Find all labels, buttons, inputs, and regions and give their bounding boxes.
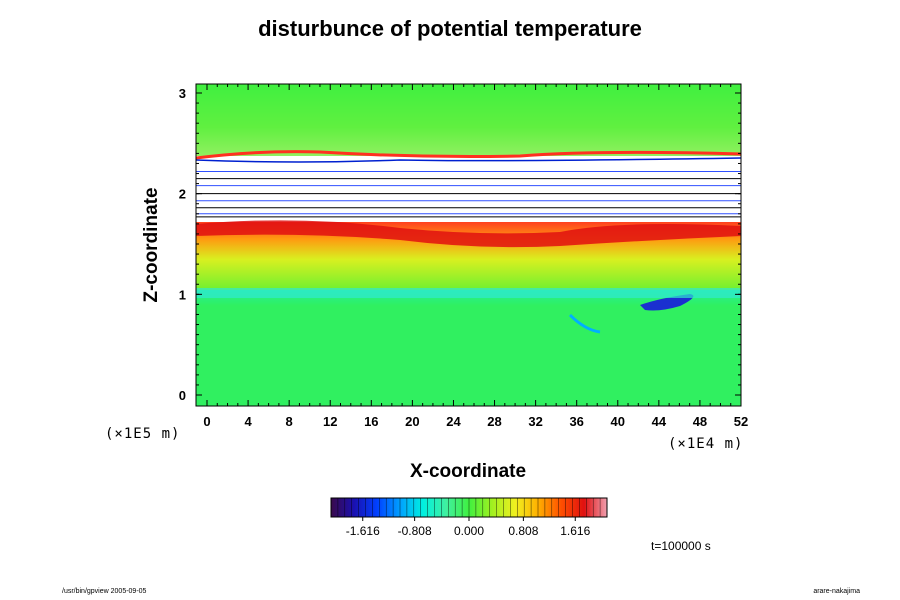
x-tick-label: 52 <box>734 414 748 429</box>
colorbar-tick-label: 0.000 <box>454 524 484 538</box>
colorbar-tick-label: -0.808 <box>398 524 432 538</box>
x-tick-label: 0 <box>203 414 210 429</box>
x-tick-label: 28 <box>487 414 501 429</box>
heatmap-top-layer <box>196 84 741 156</box>
band-edge-blue <box>196 157 741 163</box>
x-axis-label: X-coordinate <box>410 461 526 482</box>
y-tick-label: 0 <box>179 388 186 403</box>
y-tick-label: 1 <box>179 287 186 302</box>
y-tick-label: 2 <box>179 187 186 202</box>
x-tick-label: 20 <box>405 414 419 429</box>
x-tick-label: 36 <box>569 414 583 429</box>
x-axis-unit: (×1E4 m) <box>668 436 744 452</box>
x-axis-ticks: 0 4 8 12 16 20 24 28 32 36 40 44 48 52 <box>203 84 748 429</box>
time-label: t=100000 s <box>651 539 711 553</box>
heatmap-saturated-band <box>196 156 741 222</box>
y-axis-label: Z-coordinate <box>141 187 162 302</box>
x-tick-label: 48 <box>693 414 707 429</box>
footer-command: /usr/bin/gpview 2005-09-05 <box>62 588 147 595</box>
x-tick-label: 24 <box>446 414 461 429</box>
y-axis-ticks: 0 1 2 3 <box>179 86 741 403</box>
band-edge-red <box>196 150 741 160</box>
x-tick-label: 16 <box>364 414 378 429</box>
heatmap-band-lines <box>196 150 741 218</box>
heatmap-cool-streak <box>568 313 601 334</box>
x-tick-label: 8 <box>286 414 293 429</box>
y-axis-unit: (×1E5 m) <box>105 426 181 442</box>
colorbar-tick-label: -1.616 <box>346 524 380 538</box>
x-tick-label: 32 <box>528 414 542 429</box>
colorbar-ticks: -1.616 -0.808 0.000 0.808 1.616 <box>330 498 608 538</box>
x-tick-label: 4 <box>244 414 252 429</box>
colorbar-tick-label: 0.808 <box>508 524 538 538</box>
footer-user: arare-nakajima <box>813 588 860 595</box>
heatmap-cold-streak <box>640 294 694 311</box>
heatmap-cyan-band <box>196 288 741 298</box>
x-tick-label: 40 <box>611 414 625 429</box>
x-tick-label: 12 <box>323 414 337 429</box>
y-tick-label: 3 <box>179 86 186 101</box>
chart-title: disturbunce of potential temperature <box>258 16 642 41</box>
heatmap-field <box>196 84 741 406</box>
plot-frame <box>195 83 742 407</box>
x-tick-label: 44 <box>652 414 667 429</box>
colorbar-tick-label: 1.616 <box>560 524 590 538</box>
heatmap-warm-blob <box>196 220 741 248</box>
